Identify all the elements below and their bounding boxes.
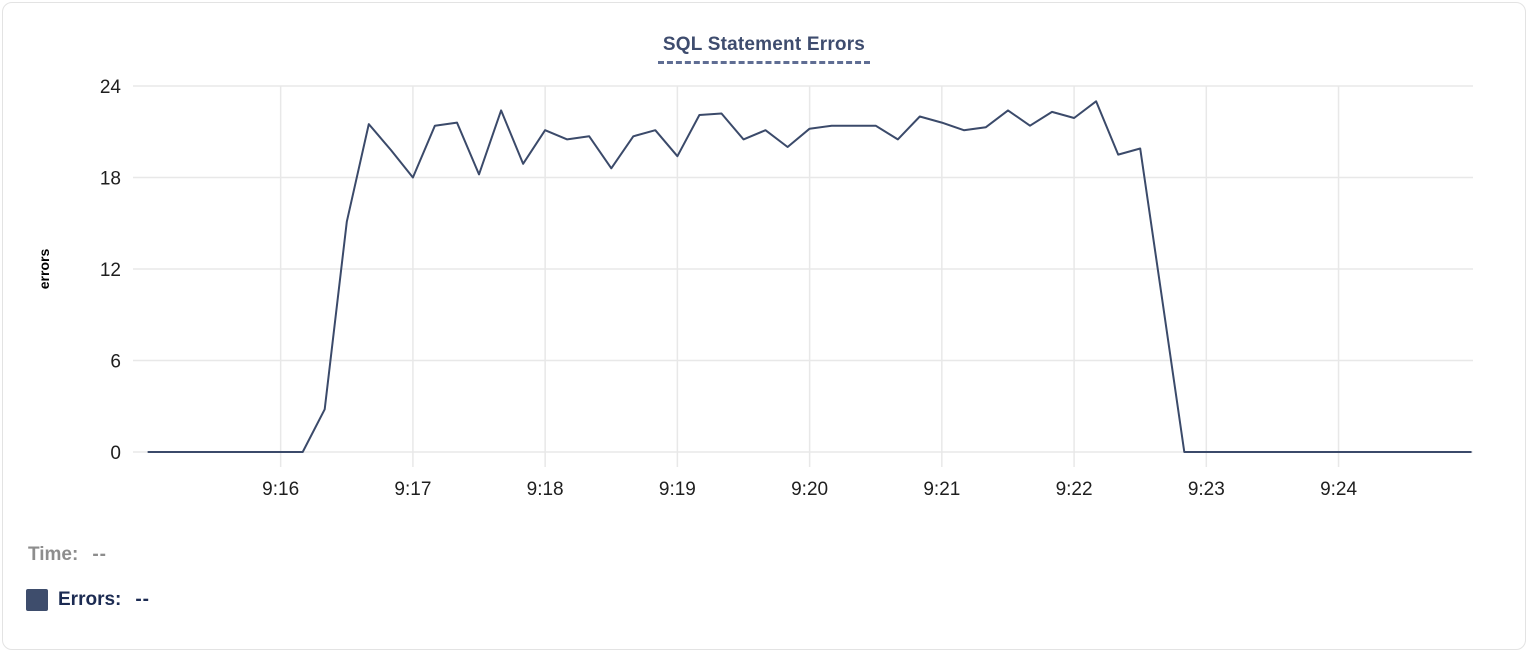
y-tick-label: 6 bbox=[110, 352, 121, 373]
errors-line-chart-plot[interactable]: 0 6 12 18 24 9:16 9:17 9:18 9:19 9:20 9:21 9:22 9:23… bbox=[3, 3, 1528, 655]
y-tick-label: 18 bbox=[100, 169, 121, 190]
legend-row-errors: Errors: -- bbox=[26, 589, 150, 611]
errors-series-line bbox=[147, 100, 1472, 453]
x-tick-label: 9:20 bbox=[791, 479, 828, 500]
legend-time-label: Time: bbox=[28, 544, 79, 565]
legend-time-value: -- bbox=[92, 544, 107, 565]
legend-errors-value: -- bbox=[135, 589, 151, 610]
x-tick-label: 9:23 bbox=[1188, 479, 1225, 500]
x-tick-label: 9:24 bbox=[1320, 479, 1357, 500]
y-tick-label: 24 bbox=[100, 77, 122, 98]
legend-row-time: Time: -- bbox=[28, 544, 107, 566]
errors-series-swatch-icon bbox=[26, 589, 48, 611]
x-tick-label: 9:19 bbox=[659, 479, 696, 500]
chart-header: SQL Statement Errors bbox=[3, 34, 1525, 64]
x-tick-label: 9:22 bbox=[1056, 479, 1093, 500]
x-tick-label: 9:17 bbox=[394, 479, 431, 500]
x-tick-label: 9:16 bbox=[262, 479, 299, 500]
x-tick-label: 9:21 bbox=[923, 479, 960, 500]
y-axis-label: errors bbox=[36, 249, 52, 290]
y-tick-label: 12 bbox=[100, 260, 121, 281]
legend-errors-label: Errors: bbox=[58, 589, 122, 610]
y-tick-label: 0 bbox=[110, 443, 121, 464]
chart-title[interactable]: SQL Statement Errors bbox=[657, 34, 871, 64]
x-tick-label: 9:18 bbox=[527, 479, 564, 500]
